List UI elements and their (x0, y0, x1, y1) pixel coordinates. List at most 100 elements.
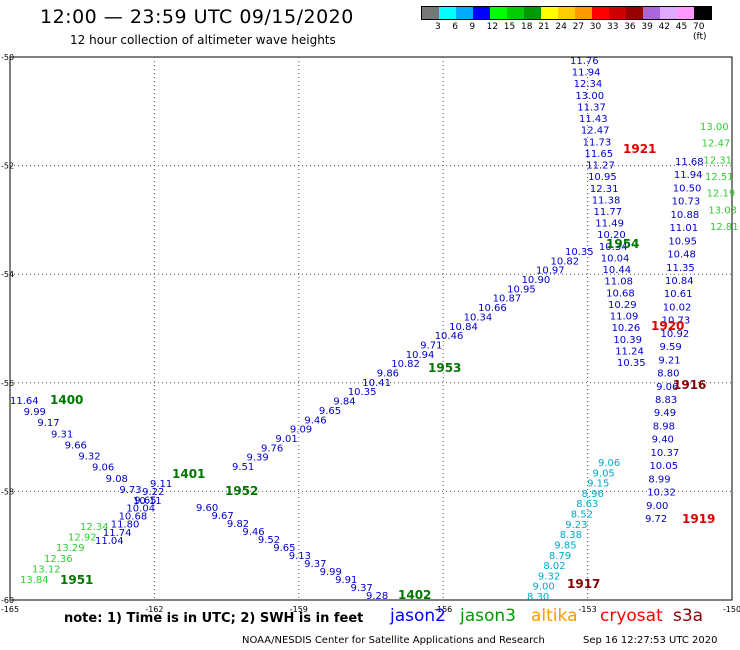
color-scale-label: 39 (641, 22, 653, 32)
legend-cryosat: cryosat (600, 606, 663, 626)
swh-point-green: 12.47 (702, 139, 731, 150)
color-swatch (592, 7, 609, 19)
swh-point: 9.86 (377, 369, 399, 380)
time-label: 1919 (682, 512, 715, 526)
swh-point: 10.82 (391, 359, 420, 370)
color-scale-labels: 3 6 9 12 15 18 21 24 27 30 33 36 39 42 45 70 (ft) (421, 20, 712, 42)
color-scale-label: 21 (538, 22, 550, 32)
color-swatch (677, 7, 694, 19)
swh-point: 8.99 (648, 474, 670, 485)
swh-point: 11.43 (579, 114, 608, 125)
swh-point-green: 12.81 (710, 222, 739, 233)
swh-point: 10.46 (435, 331, 464, 342)
longitude-label: -153 (579, 605, 597, 614)
swh-point: 10.04 (126, 503, 155, 514)
swh-point: 9.46 (242, 527, 264, 538)
note-text: note: 1) Time is in UTC; 2) SWH is in fe… (64, 611, 364, 626)
swh-point: 10.05 (649, 461, 678, 472)
color-scale-label: 15 (503, 22, 516, 32)
swh-point: 9.66 (65, 440, 87, 451)
swh-point: 9.46 (304, 415, 326, 426)
swh-point: 9.00 (532, 582, 554, 593)
swh-point: 10.35 (565, 247, 594, 258)
swh-point: 9.05 (593, 468, 615, 479)
time-label: 1401 (172, 467, 205, 481)
legend-jason3: jason3 (460, 606, 516, 626)
swh-point-green: 13.03 (708, 205, 737, 216)
color-scale-label: 33 (607, 22, 619, 32)
swh-point: 9.65 (134, 495, 156, 506)
color-swatch (541, 7, 558, 19)
swh-point: 9.32 (78, 452, 100, 463)
color-scale-label: 45 (675, 22, 688, 32)
color-scale: 3 6 9 12 15 18 21 24 27 30 33 36 39 42 45 70 (ft) (421, 6, 712, 42)
color-scale-label: 9 (469, 22, 476, 32)
swh-point: 9.37 (351, 583, 373, 594)
swh-point: 9.51 (232, 462, 254, 473)
swh-point: 11.24 (615, 346, 644, 357)
swh-point: 10.95 (507, 284, 536, 295)
swh-point: 10.37 (651, 448, 680, 459)
longitude-label: -159 (290, 605, 308, 614)
swh-point: 10.41 (362, 378, 391, 389)
swh-point: 10.32 (647, 488, 676, 499)
swh-point: 8.98 (653, 421, 675, 432)
swh-point: 8.30 (527, 592, 549, 603)
color-swatch (473, 7, 490, 19)
swh-point-green: 12.36 (44, 554, 73, 565)
color-swatch (490, 7, 507, 19)
color-swatch (507, 7, 524, 19)
swh-point: 10.20 (597, 230, 626, 241)
swh-point: 8.96 (582, 489, 604, 500)
color-swatch (694, 7, 711, 19)
time-label: 1400 (50, 393, 83, 407)
swh-point: 11.27 (586, 161, 615, 172)
swh-point: 11.73 (583, 137, 612, 148)
swh-point: 10.68 (606, 288, 635, 299)
swh-point: 9.59 (659, 342, 681, 353)
swh-point-green: 12.31 (703, 155, 732, 166)
longitude-label: -156 (434, 605, 452, 614)
time-label: 1953 (428, 361, 461, 375)
latitude-label: -52 (1, 162, 14, 171)
color-swatch (439, 7, 456, 19)
swh-point: 11.01 (669, 223, 698, 234)
color-swatch (575, 7, 592, 19)
color-scale-label: 27 (572, 22, 585, 32)
swh-point-green: 12.34 (80, 522, 109, 533)
longitude-label: -165 (1, 605, 19, 614)
swh-point-green: 12.92 (68, 533, 97, 544)
swh-point: 9.71 (420, 340, 442, 351)
swh-point: 11.35 (666, 263, 695, 274)
swh-point: 9.06 (598, 458, 620, 469)
swh-point: 11.76 (570, 56, 599, 67)
swh-point: 9.65 (319, 406, 341, 417)
color-scale-label: 12 (486, 22, 499, 32)
map-frame (9, 56, 733, 601)
swh-point: 9.32 (538, 571, 560, 582)
swh-point: 11.64 (10, 396, 39, 407)
color-swatch (643, 7, 660, 19)
swh-point: 9.49 (654, 408, 676, 419)
page-title: 12:00 — 23:59 UTC 09/15/2020 (40, 6, 354, 28)
swh-point: 9.40 (652, 435, 674, 446)
swh-point: 9.31 (51, 429, 73, 440)
swh-point: 11.94 (572, 68, 601, 79)
time-label: 1951 (60, 573, 93, 587)
swh-point: 9.21 (658, 355, 680, 366)
swh-point: 13.00 (575, 91, 604, 102)
swh-point: 10.73 (672, 197, 701, 208)
swh-point: 11.08 (604, 277, 633, 288)
swh-point: 12.31 (590, 184, 619, 195)
footer-credit: NOAA/NESDIS Center for Satellite Applica… (242, 635, 545, 646)
swh-point: 10.82 (551, 256, 580, 267)
swh-point: 8.83 (655, 395, 677, 406)
swh-point: 9.06 (92, 463, 114, 474)
swh-point: 10.87 (493, 294, 522, 305)
swh-point-green: 13.84 (20, 575, 49, 586)
swh-point: 9.11 (150, 479, 172, 490)
latitude-label: -58 (1, 487, 14, 496)
swh-point: 11.74 (103, 528, 132, 539)
color-scale-label: 70 (ft) (693, 22, 707, 42)
swh-point: 9.39 (246, 453, 268, 464)
